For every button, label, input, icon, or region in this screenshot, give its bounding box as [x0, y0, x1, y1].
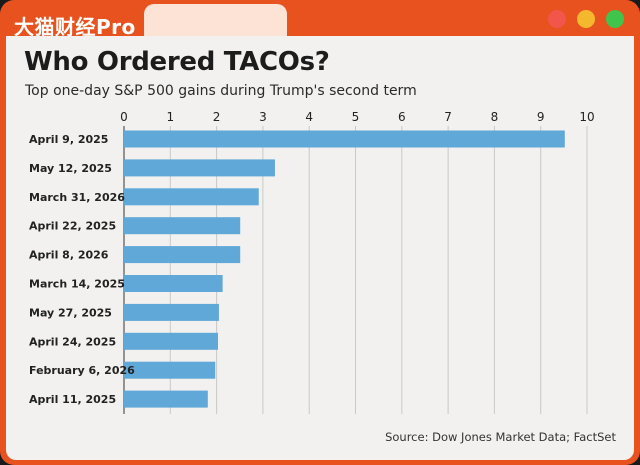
chart-panel	[6, 36, 634, 460]
bar	[124, 217, 241, 235]
bar	[124, 361, 216, 379]
bar	[124, 159, 275, 177]
bar	[124, 332, 218, 350]
category-label: April 8, 2026	[29, 249, 109, 262]
blank-tab[interactable]	[144, 4, 287, 36]
bar	[124, 303, 219, 321]
chart-subtitle: Top one-day S&P 500 gains during Trump's…	[25, 83, 417, 99]
category-label: March 14, 2025	[29, 278, 125, 291]
category-label: April 24, 2025	[29, 335, 116, 348]
x-tick-label: 4	[305, 110, 313, 124]
bar	[124, 275, 223, 292]
category-label: February 6, 2026	[29, 364, 135, 377]
category-label: May 27, 2025	[29, 306, 112, 319]
maximize-icon[interactable]	[606, 10, 624, 28]
x-tick-label: 0	[120, 110, 128, 124]
x-tick-label: 8	[491, 110, 499, 124]
chart-title: Who Ordered TACOs?	[24, 47, 330, 77]
minimize-icon[interactable]	[577, 10, 595, 28]
category-label: April 9, 2025	[29, 133, 108, 146]
category-label: March 31, 2026	[29, 191, 125, 204]
category-label: April 11, 2025	[29, 393, 116, 406]
x-tick-label: 5	[352, 110, 360, 124]
x-tick-label: 6	[398, 110, 406, 124]
category-label: May 12, 2025	[29, 162, 112, 175]
bar	[124, 188, 259, 206]
category-label: April 22, 2025	[29, 220, 116, 233]
x-tick-label: 3	[259, 110, 267, 124]
bar	[124, 390, 208, 408]
bar	[124, 130, 565, 148]
brand-logo: 大猫财经Pro	[14, 15, 136, 39]
brand-tab: 大猫财经Pro	[4, 4, 144, 39]
x-tick-label: 2	[213, 110, 221, 124]
bar	[124, 246, 241, 264]
close-icon[interactable]	[548, 10, 566, 28]
x-tick-label: 10	[579, 110, 594, 124]
source-note: Source: Dow Jones Market Data; FactSet	[385, 430, 616, 444]
x-tick-label: 9	[537, 110, 545, 124]
x-tick-label: 7	[444, 110, 452, 124]
x-tick-label: 1	[166, 110, 174, 124]
